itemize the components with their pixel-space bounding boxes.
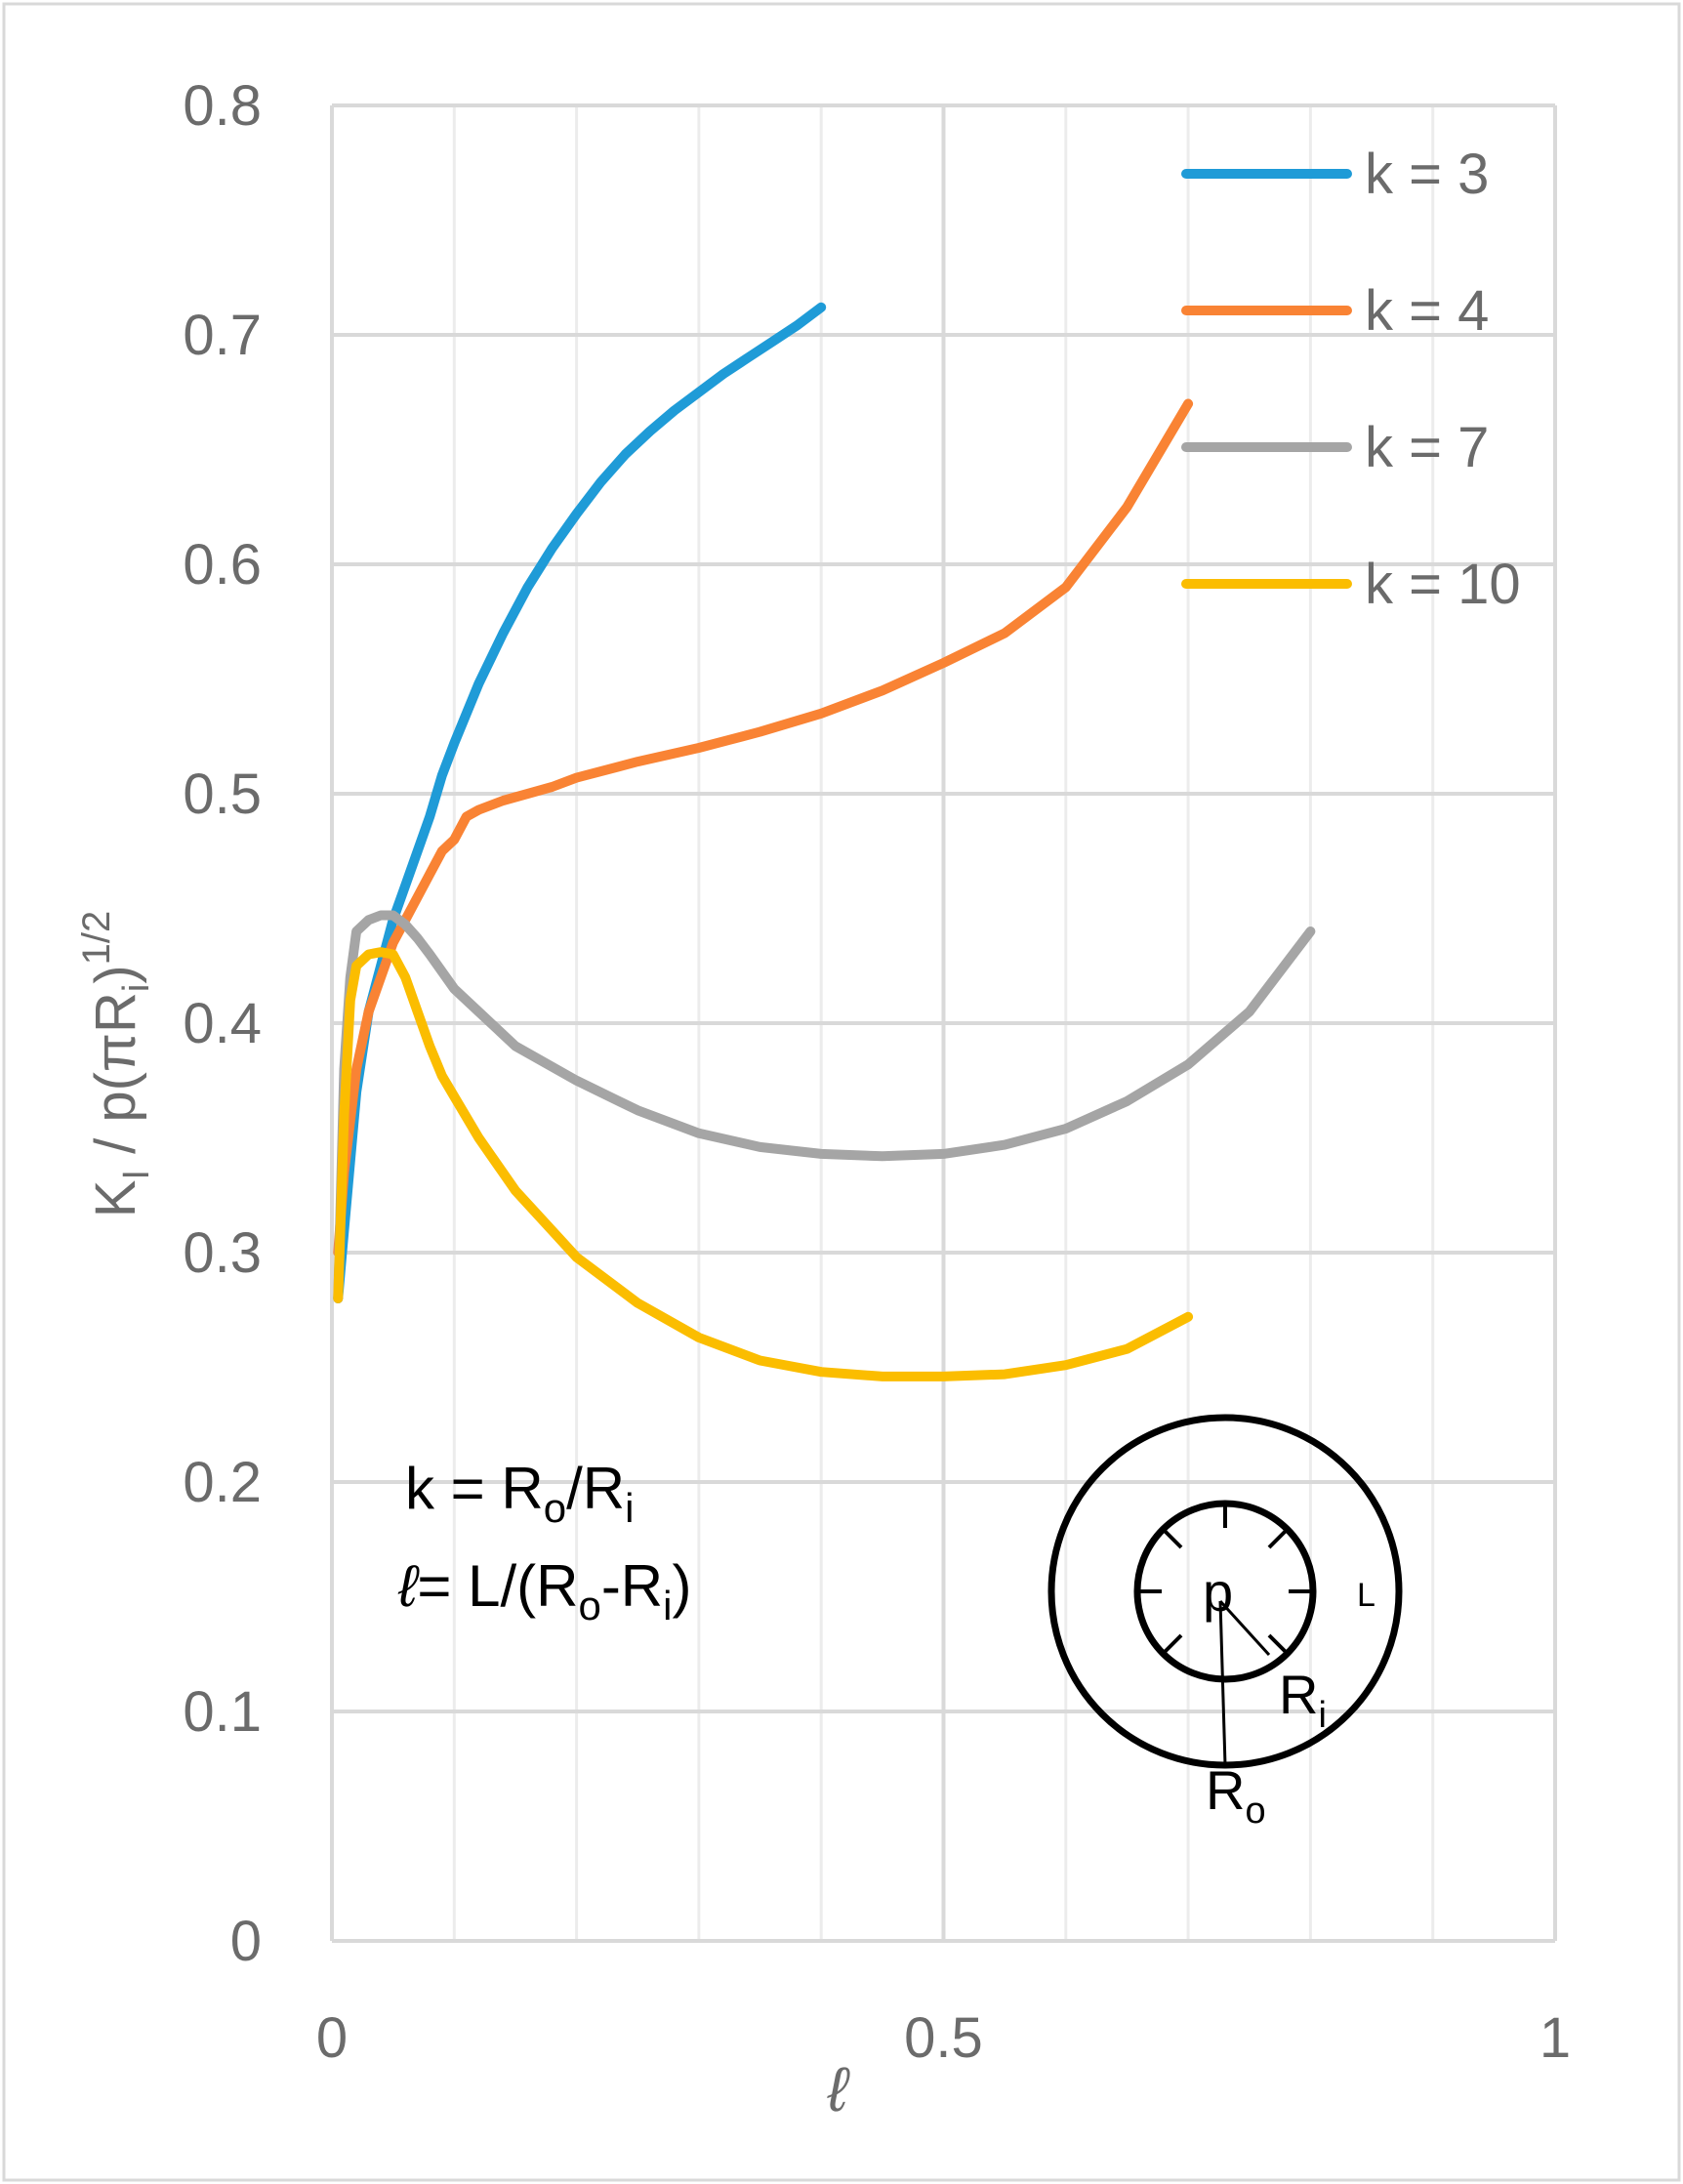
y-tick-label-2: 0.2: [183, 1451, 262, 1514]
ri-radius-line: [1218, 1599, 1271, 1657]
legend-label-2: k = 7: [1365, 416, 1489, 479]
y-tick-label-1: 0.1: [183, 1680, 262, 1744]
x-tick-label-1: 0.5: [904, 2006, 983, 2070]
legend-label-3: k = 10: [1365, 553, 1521, 616]
crack-label: L: [1357, 1577, 1375, 1614]
legend: k = 3 k = 4 k = 7 k = 10: [1181, 143, 1521, 616]
x-tick-label-2: 1: [1539, 2006, 1571, 2070]
major-gridlines: [332, 103, 1557, 1941]
x-tick-label-0: 0: [316, 2006, 348, 2070]
x-axis-label: ℓ: [827, 2054, 850, 2124]
ro-radius-line: [1218, 1600, 1227, 1766]
pressure-label: p: [1203, 1561, 1233, 1623]
legend-label-1: k = 4: [1365, 279, 1489, 343]
series-line-0: [333, 302, 827, 1303]
series-line-2: [333, 910, 1316, 1303]
ro-label: Ro: [1206, 1759, 1266, 1832]
l-definition: ℓ= L/(Ro-Ri): [397, 1553, 691, 1628]
ri-label: Ri: [1279, 1664, 1327, 1736]
y-tick-labels: 0 0.1 0.2 0.3 0.4 0.5 0.6 0.7 0.8: [183, 74, 262, 1973]
y-tick-label-8: 0.8: [183, 74, 262, 138]
cylinder-schematic: p L Ri Ro: [1047, 1414, 1403, 1832]
x-tick-labels: 0 0.5 1: [316, 2006, 1571, 2070]
y-axis-label: KI / p(πRi)1/2: [75, 911, 157, 1217]
definitions-annotation: k = Ro/Ri ℓ= L/(Ro-Ri): [397, 1456, 691, 1628]
series-line-3: [333, 947, 1194, 1381]
legend-label-0: k = 3: [1365, 143, 1489, 206]
k-definition: k = Ro/Ri: [405, 1456, 634, 1531]
y-tick-label-3: 0.3: [183, 1221, 262, 1285]
y-tick-label-6: 0.6: [183, 533, 262, 597]
series-line-1: [333, 398, 1194, 1257]
pressure-ticks: [1137, 1504, 1313, 1655]
series-lines: [333, 302, 1316, 1381]
y-tick-label-0: 0: [230, 1910, 262, 1973]
axes: [330, 105, 1555, 1943]
y-tick-label-4: 0.4: [183, 992, 262, 1055]
y-tick-label-5: 0.5: [183, 762, 262, 826]
y-tick-label-7: 0.7: [183, 304, 262, 367]
